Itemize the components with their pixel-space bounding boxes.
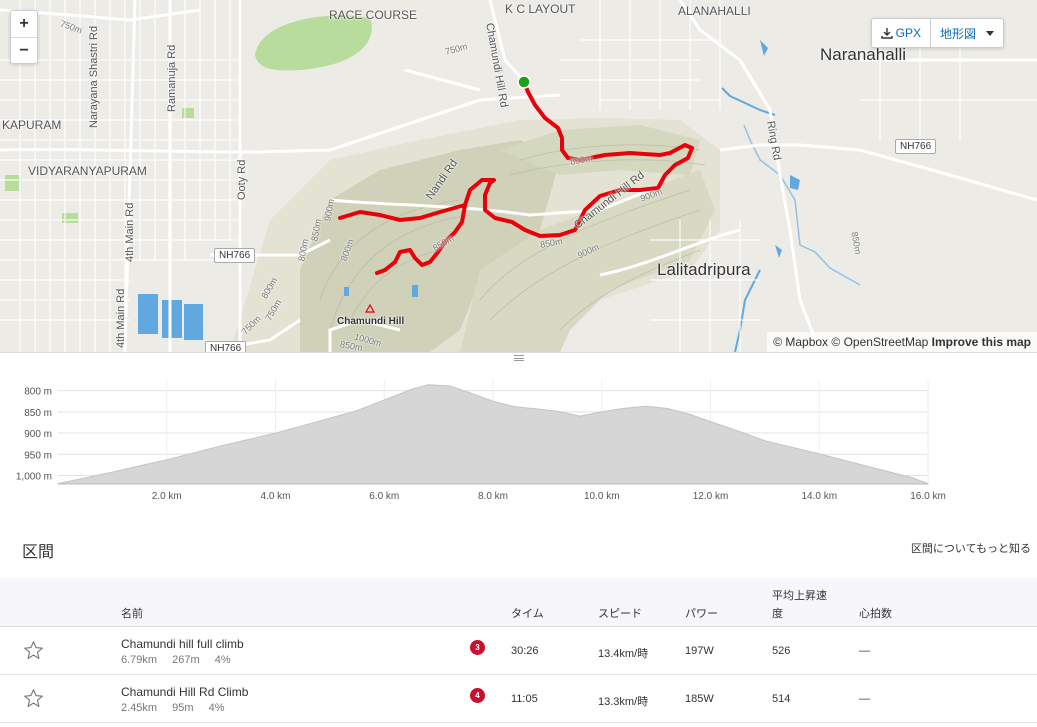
peak-label: Chamundi Hill	[337, 316, 405, 327]
elevation-chart-svg: 1,000 m 950 m 900 m 850 m 800 m 2.0 km 4.0 km 6…	[16, 380, 946, 502]
segment-vam: 514	[772, 693, 791, 705]
improve-map-link[interactable]: Improve this map	[931, 335, 1031, 349]
road-label: Ramanuja Rd	[166, 44, 178, 112]
place-label: K C LAYOUT	[505, 2, 576, 16]
segment-meta: 6.79km 267m 4%	[121, 654, 243, 666]
gpx-download-button[interactable]: GPX	[872, 19, 930, 47]
segment-elevation: 95m	[172, 702, 194, 714]
table-header: 名前 タイム スピード パワー 平均上昇速 度 心拍数	[0, 578, 1037, 627]
col-header-hr[interactable]: 心拍数	[859, 608, 892, 620]
segment-name-link[interactable]: Chamundi hill full climb	[121, 637, 244, 651]
segment-elevation: 267m	[172, 654, 200, 666]
y-tick-label: 900 m	[24, 429, 52, 440]
segments-table: 名前 タイム スピード パワー 平均上昇速 度 心拍数 Chamundi hil…	[0, 578, 1037, 723]
x-tick-label: 16.0 km	[910, 491, 946, 502]
download-icon	[880, 28, 893, 39]
star-icon[interactable]	[23, 688, 44, 709]
x-tick-label: 10.0 km	[584, 491, 620, 502]
mapbox-link[interactable]: © Mapbox	[773, 335, 829, 349]
segment-hr: —	[859, 693, 870, 705]
gpx-label: GPX	[895, 26, 921, 40]
place-label: Naranahalli	[820, 45, 906, 64]
map-type-dropdown[interactable]: 地形図	[929, 19, 1003, 47]
start-marker	[517, 75, 531, 89]
segment-power: 185W	[685, 693, 714, 705]
x-tick-label: 4.0 km	[260, 491, 290, 502]
place-label: Lalitadripura	[657, 260, 751, 279]
route-map[interactable]: RACE COURSE K C LAYOUT ALANAHALLI Narana…	[0, 0, 1037, 352]
elevation-area	[57, 384, 929, 485]
segment-grade: 4%	[214, 654, 231, 666]
segment-distance: 2.45km	[121, 702, 158, 714]
segments-learn-more-link[interactable]: 区間についてもっと知る	[910, 543, 1031, 555]
rank-badge: 4	[470, 688, 485, 703]
zoom-control: + −	[10, 10, 38, 64]
x-tick-label: 14.0 km	[801, 491, 837, 502]
segment-hr: —	[859, 645, 870, 657]
segments-title: 区間	[22, 544, 55, 561]
osm-link[interactable]: © OpenStreetMap	[831, 335, 929, 349]
place-label: KAPURAM	[2, 118, 62, 132]
segment-meta: 2.45km 95m 4%	[121, 702, 237, 714]
y-tick-label: 1,000 m	[16, 472, 52, 483]
map-type-label: 地形図	[939, 26, 976, 41]
segment-time: 11:05	[511, 693, 538, 705]
highway-shield: NH766	[205, 341, 247, 352]
star-icon[interactable]	[23, 640, 44, 661]
road-label: 4th Main Rd	[115, 288, 127, 348]
grip-icon	[514, 355, 524, 361]
map-toolbar: GPX 地形図	[870, 18, 1004, 48]
y-tick-label: 950 m	[24, 450, 52, 461]
map-attribution: © Mapbox © OpenStreetMap Improve this ma…	[767, 332, 1037, 352]
road-label: Ooty Rd	[236, 159, 248, 200]
col-header-vam[interactable]: 平均上昇速	[772, 590, 827, 602]
place-label: RACE COURSE	[329, 8, 418, 22]
road-label: 4th Main Rd	[124, 202, 136, 262]
map-tiles	[0, 0, 1037, 352]
table-row[interactable]: Chamundi hill full climb 6.79km 267m 4% …	[0, 627, 1037, 675]
segment-speed: 13.4km/時	[598, 648, 649, 660]
segment-power: 197W	[685, 645, 714, 657]
x-tick-label: 6.0 km	[369, 491, 399, 502]
chevron-down-icon	[986, 30, 994, 36]
rank-badge: 3	[470, 640, 485, 655]
segment-grade: 4%	[208, 702, 225, 714]
segment-distance: 6.79km	[121, 654, 158, 666]
zoom-in-button[interactable]: +	[19, 15, 29, 32]
highway-shield: NH766	[214, 248, 256, 263]
segment-time: 30:26	[511, 645, 539, 657]
table-row[interactable]: Chamundi Hill Rd Climb 2.45km 95m 4% 4 1…	[0, 675, 1037, 723]
segment-name-link[interactable]: Chamundi Hill Rd Climb	[121, 685, 249, 699]
segment-vam: 526	[772, 645, 791, 657]
elevation-chart[interactable]: 1,000 m 950 m 900 m 850 m 800 m 2.0 km 4.0 km 6…	[0, 364, 1037, 514]
road-label: Narayana Shastri Rd	[88, 25, 100, 128]
x-tick-label: 2.0 km	[152, 491, 182, 502]
col-header-vam-cont: 度	[772, 608, 783, 620]
place-label: ALANAHALLI	[678, 4, 751, 18]
highway-shield: NH766	[895, 139, 937, 154]
segment-speed: 13.3km/時	[598, 696, 649, 708]
col-header-time[interactable]: タイム	[511, 608, 544, 620]
x-tick-label: 12.0 km	[693, 491, 729, 502]
place-label: VIDYARANYAPURAM	[28, 164, 147, 178]
y-tick-label: 800 m	[24, 387, 52, 398]
resize-handle[interactable]	[0, 352, 1037, 364]
col-header-speed[interactable]: スピード	[598, 608, 642, 620]
col-header-name[interactable]: 名前	[121, 608, 143, 620]
zoom-out-button[interactable]: −	[11, 37, 37, 63]
y-tick-label: 850 m	[24, 408, 52, 419]
x-tick-label: 8.0 km	[478, 491, 508, 502]
col-header-power[interactable]: パワー	[685, 608, 718, 620]
